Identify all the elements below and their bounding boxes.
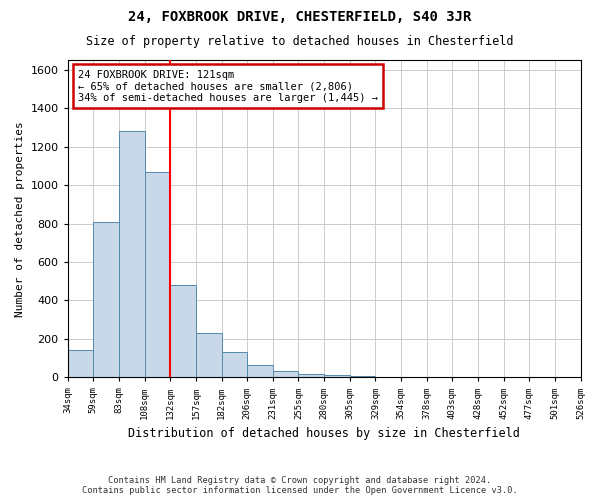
Bar: [119, 131, 145, 378]
X-axis label: Distribution of detached houses by size in Chesterfield: Distribution of detached houses by size …: [128, 427, 520, 440]
Bar: [94, 222, 119, 378]
Bar: [298, 374, 324, 378]
Bar: [68, 350, 94, 378]
Bar: [221, 352, 247, 378]
Bar: [350, 376, 376, 378]
Text: 24, FOXBROOK DRIVE, CHESTERFIELD, S40 3JR: 24, FOXBROOK DRIVE, CHESTERFIELD, S40 3J…: [128, 10, 472, 24]
Bar: [170, 285, 196, 378]
Bar: [273, 370, 298, 378]
Text: 24 FOXBROOK DRIVE: 121sqm
← 65% of detached houses are smaller (2,806)
34% of se: 24 FOXBROOK DRIVE: 121sqm ← 65% of detac…: [78, 70, 378, 102]
Y-axis label: Number of detached properties: Number of detached properties: [15, 121, 25, 316]
Bar: [324, 376, 350, 378]
Bar: [145, 172, 170, 378]
Bar: [376, 376, 401, 378]
Text: Size of property relative to detached houses in Chesterfield: Size of property relative to detached ho…: [86, 35, 514, 48]
Bar: [196, 333, 221, 378]
Text: Contains HM Land Registry data © Crown copyright and database right 2024.
Contai: Contains HM Land Registry data © Crown c…: [82, 476, 518, 495]
Bar: [247, 365, 273, 378]
